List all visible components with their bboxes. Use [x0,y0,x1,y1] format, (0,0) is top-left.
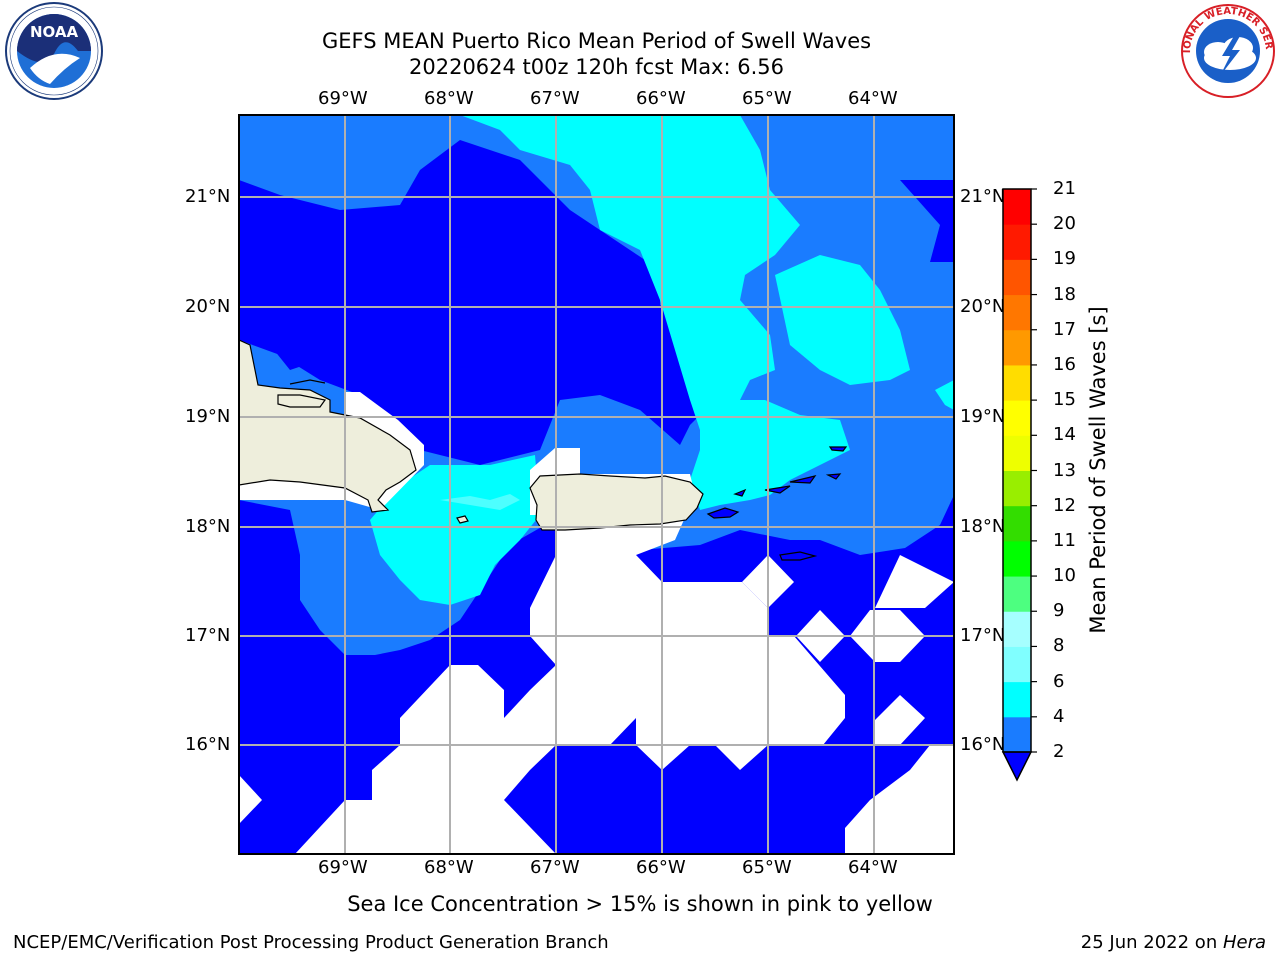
colorbar-segment [1003,716,1031,753]
no-data-diamond-3 [875,555,954,608]
land-virgin-islands [733,446,848,497]
colorbar-tick-label: 9 [1053,600,1065,622]
lat-label-left: 20°N [185,296,231,317]
colorbar-segment [1003,611,1031,647]
colorbar-segment [1003,646,1031,683]
land-mona [456,515,469,524]
colorbar-tick-label: 17 [1053,318,1076,340]
lat-label-right: 19°N [960,406,1006,427]
lat-label-left: 16°N [185,734,231,755]
lon-label-bottom: 67°W [530,857,580,878]
colorbar-tick-label: 19 [1053,248,1076,270]
no-data-region-southeast [794,695,954,854]
colorbar-segment [1003,470,1031,507]
map-frame [238,114,955,855]
footer-credit: NCEP/EMC/Verification Post Processing Pr… [13,932,609,953]
colorbar-tick-label: 13 [1053,459,1076,481]
land-hispaniola [239,339,417,513]
swell-band-deep-pocket-1 [239,215,330,370]
lon-label-top: 67°W [530,88,580,109]
noaa-logo: NOAA [5,2,103,100]
colorbar [1001,188,1037,782]
colorbar-segment [1003,435,1031,471]
colorbar-label: Mean Period of Swell Waves [s] [1086,306,1110,634]
swell-band-deep-pocket-3 [420,215,580,395]
swell-band-cyan [460,115,850,510]
colorbar-tick-label: 11 [1053,529,1076,551]
colorbar-segment [1003,294,1031,331]
lon-label-top: 68°W [424,88,474,109]
lat-label-left: 19°N [185,406,231,427]
lat-label-left: 17°N [185,625,231,646]
colorbar-extend-arrow [1001,751,1033,782]
colorbar-segment [1003,189,1031,225]
colorbar-tick-label: 21 [1053,178,1076,199]
colorbar-segment [1003,681,1031,718]
map-subtitle: 20220624 t00z 120h fcst Max: 6.56 [409,55,784,79]
lat-label-left: 18°N [185,516,231,537]
colorbar-segment [1003,224,1031,260]
lon-label-bottom: 66°W [636,857,686,878]
lon-label-top: 65°W [742,88,792,109]
swell-band-cyan-east [775,255,954,410]
colorbar-segment [1003,540,1031,577]
footer-date-text: 25 Jun 2022 on [1080,932,1223,953]
lat-label-right: 21°N [960,186,1006,207]
colorbar-segment [1003,576,1031,612]
lon-label-bottom: 69°W [318,857,368,878]
land-st-croix [779,551,818,561]
map-gridlines [239,115,954,854]
no-data-region-south [239,555,845,854]
footer-date: 25 Jun 2022 on Hera [1081,932,1266,954]
nws-logo: NATIONAL WEATHER SERVICE [1178,2,1275,98]
land-hispaniola-islet [277,394,327,408]
colorbar-tick-label: 2 [1053,741,1065,762]
land-vieques [706,507,740,519]
land-tortuga [289,379,326,385]
colorbar-tick-label: 4 [1053,705,1065,727]
lat-label-right: 18°N [960,516,1006,537]
lon-label-bottom: 65°W [742,857,792,878]
lat-label-right: 20°N [960,296,1006,317]
swell-band-cyan-south [370,455,540,605]
colorbar-tick-label: 18 [1053,283,1076,305]
swell-band-deep-pocket-4 [900,180,954,262]
colorbar-tick-label: 8 [1053,635,1065,657]
colorbar-tick-label: 6 [1053,670,1065,692]
footer-machine: Hera [1222,932,1266,953]
lat-label-right: 17°N [960,625,1006,646]
colorbar-tick-label: 20 [1053,213,1076,235]
lon-label-top: 66°W [636,88,686,109]
sea-ice-caption: Sea Ice Concentration > 15% is shown in … [347,892,933,916]
lon-label-top: 69°W [318,88,368,109]
land-puerto-rico [529,473,704,531]
swell-band-deep-pocket-2 [365,215,400,255]
map-title: GEFS MEAN Puerto Rico Mean Period of Swe… [321,29,872,53]
colorbar-tick-label: 10 [1053,565,1076,587]
lon-label-bottom: 64°W [848,857,898,878]
colorbar-tick-label: 12 [1053,494,1076,516]
noaa-logo-text: NOAA [30,23,79,41]
colorbar-segment [1003,329,1031,366]
colorbar-tick-label: 14 [1053,424,1076,446]
swell-band-light-cyan [440,494,520,510]
lon-label-top: 64°W [848,88,898,109]
colorbar-segment [1003,400,1031,436]
colorbar-segment [1003,364,1031,401]
lat-label-right: 16°N [960,734,1006,755]
colorbar-tick-label: 15 [1053,389,1076,411]
lon-label-bottom: 68°W [424,857,474,878]
colorbar-segment [1003,505,1031,542]
colorbar-tick-label: 16 [1053,353,1076,375]
lat-label-left: 21°N [185,186,231,207]
colorbar-segment [1003,259,1031,296]
